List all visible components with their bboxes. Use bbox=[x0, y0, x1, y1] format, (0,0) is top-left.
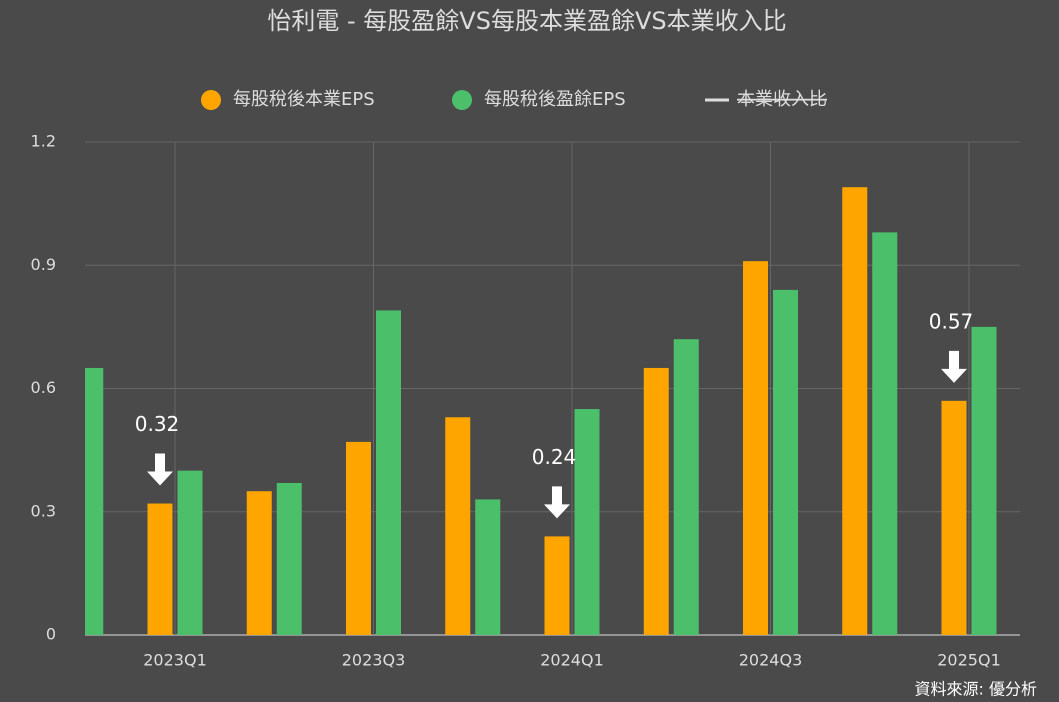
bar bbox=[773, 289, 798, 635]
x-tick-label: 2024Q1 bbox=[540, 651, 604, 670]
legend-marker bbox=[201, 90, 221, 110]
y-tick-label: 0.3 bbox=[31, 501, 56, 520]
bar bbox=[177, 470, 203, 635]
x-tick-label: 2023Q3 bbox=[342, 651, 406, 670]
bar bbox=[475, 499, 501, 635]
bar bbox=[346, 441, 371, 635]
source: 資料來源: 優分析 bbox=[915, 680, 1037, 699]
bar bbox=[743, 261, 768, 635]
x-tick-label: 2023Q1 bbox=[143, 651, 207, 670]
bar bbox=[376, 310, 401, 635]
bar bbox=[147, 503, 173, 635]
y-tick-label: 1.2 bbox=[31, 132, 56, 151]
legend-marker bbox=[452, 90, 472, 110]
x-tick-label: 2024Q3 bbox=[739, 651, 803, 670]
arrow bbox=[941, 350, 967, 383]
chart-title: 怡利電 - 每股盈餘VS每股本業盈餘VS本業收入比 bbox=[267, 7, 786, 35]
value-label: 0.24 bbox=[532, 445, 577, 469]
value-label: 0.57 bbox=[929, 309, 974, 333]
bar bbox=[941, 400, 967, 635]
bar bbox=[445, 417, 471, 635]
x-tick-label: 2025Q1 bbox=[937, 651, 1001, 670]
legend-label: 每股稅後本業EPS bbox=[233, 89, 375, 110]
value-label: 0.32 bbox=[135, 412, 180, 436]
bar bbox=[643, 367, 669, 635]
y-tick-label: 0.6 bbox=[31, 378, 56, 397]
bar bbox=[276, 482, 302, 635]
y-tick-label: 0 bbox=[46, 625, 56, 644]
bar bbox=[85, 367, 104, 635]
bar bbox=[673, 339, 699, 635]
legend-label: 每股稅後盈餘EPS bbox=[484, 89, 626, 110]
bar bbox=[246, 491, 272, 635]
bar bbox=[971, 326, 997, 635]
y-tick-label: 0.9 bbox=[31, 255, 56, 274]
plot-area bbox=[85, 187, 997, 636]
bar bbox=[872, 232, 898, 635]
bar bbox=[842, 187, 868, 636]
bar bbox=[574, 409, 600, 635]
legend-label: 本業收入比 bbox=[737, 89, 827, 110]
bar bbox=[544, 536, 570, 635]
arrow bbox=[544, 486, 570, 519]
arrow bbox=[147, 453, 173, 486]
